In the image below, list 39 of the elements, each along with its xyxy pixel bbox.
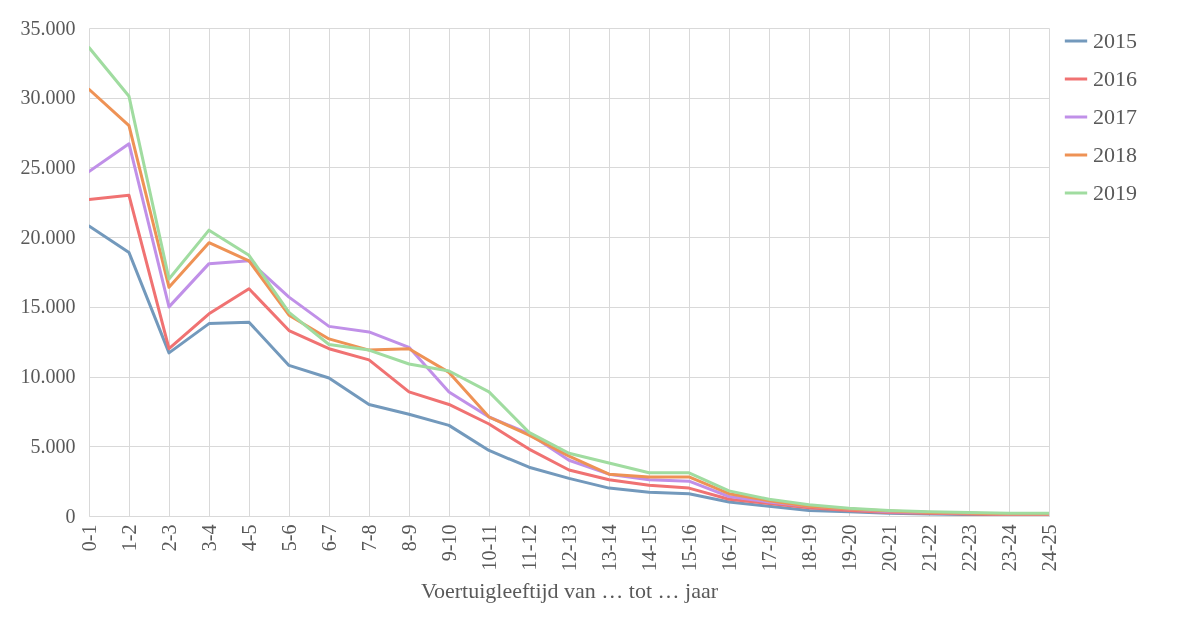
y-tick-label: 15.000 [20, 295, 76, 318]
y-tick-label: 0 [65, 504, 76, 527]
x-tick-label: 11-12 [517, 524, 540, 571]
x-tick-label: 10-11 [477, 524, 500, 571]
x-tick-label: 13-14 [597, 524, 620, 572]
x-tick-label: 21-22 [917, 524, 940, 572]
x-tick-label: 16-17 [717, 524, 740, 572]
legend-label: 2019 [1093, 180, 1137, 205]
x-tick-label: 24-25 [1037, 524, 1060, 572]
x-tick-label: 18-19 [797, 524, 820, 572]
legend-label: 2018 [1093, 142, 1137, 167]
y-tick-label: 20.000 [20, 225, 76, 248]
x-tick-label: 14-15 [637, 524, 660, 572]
legend-label: 2015 [1093, 28, 1137, 53]
x-tick-label: 17-18 [757, 524, 780, 572]
y-tick-label: 25.000 [20, 155, 76, 178]
x-tick-label: 8-9 [397, 524, 420, 552]
x-tick-label: 5-6 [277, 524, 300, 552]
y-tick-label: 5.000 [30, 434, 76, 457]
legend-label: 2017 [1093, 104, 1137, 129]
x-tick-label: 7-8 [357, 524, 380, 552]
x-tick-label: 3-4 [197, 524, 220, 552]
x-tick-label: 1-2 [117, 524, 140, 552]
y-tick-label: 35.000 [20, 16, 76, 39]
x-axis-title: Voertuigleeftijd van … tot … jaar [420, 578, 719, 604]
y-tick-label: 10.000 [20, 365, 76, 388]
x-tick-label: 23-24 [997, 524, 1020, 572]
x-tick-label: 9-10 [437, 524, 460, 562]
x-tick-label: 20-21 [877, 524, 900, 572]
x-tick-label: 15-16 [677, 524, 700, 572]
x-tick-label: 2-3 [157, 524, 180, 552]
x-tick-label: 19-20 [837, 524, 860, 572]
x-tick-label: 0-1 [77, 524, 100, 552]
y-tick-label: 30.000 [20, 86, 76, 109]
x-tick-label: 22-23 [957, 524, 980, 572]
x-tick-label: 6-7 [317, 524, 340, 552]
x-tick-label: 4-5 [237, 524, 260, 552]
legend-label: 2016 [1093, 66, 1137, 91]
x-tick-label: 12-13 [557, 524, 580, 572]
